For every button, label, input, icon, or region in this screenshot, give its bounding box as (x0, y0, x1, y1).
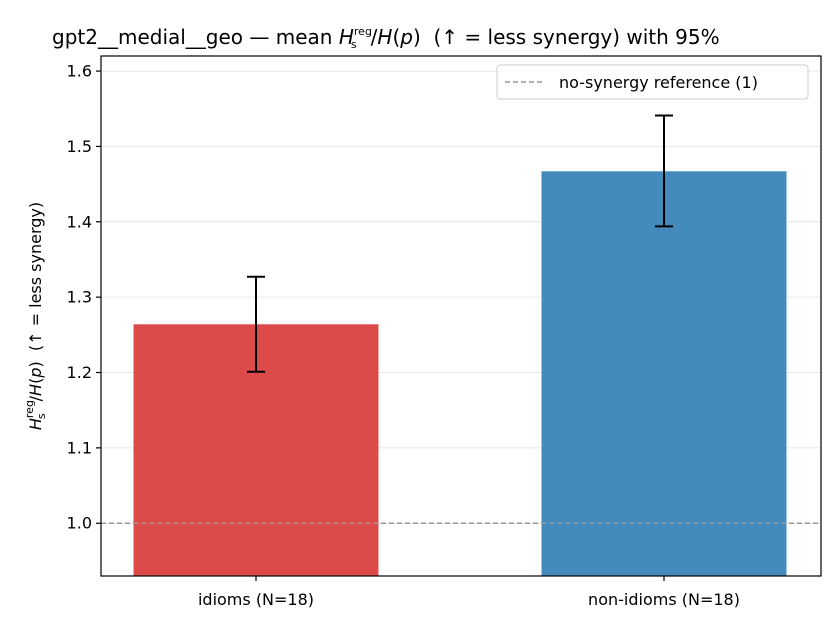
y-tick-label: 1.1 (67, 438, 92, 457)
bar (541, 171, 787, 576)
x-tick-label: idioms (N=18) (198, 590, 314, 609)
y-tick-label: 1.3 (67, 288, 92, 307)
y-tick-label: 1.0 (67, 514, 92, 533)
bars (133, 171, 787, 576)
legend: no-synergy reference (1) (496, 64, 809, 100)
y-tick-label: 1.2 (67, 363, 92, 382)
y-tick-label: 1.6 (67, 62, 92, 81)
x-tick-label: non-idioms (N=18) (588, 590, 740, 609)
plot-frame (100, 55, 822, 577)
y-tick-label: 1.5 (67, 137, 92, 156)
legend-label: no-synergy reference (1) (559, 73, 758, 92)
y-axis-ticks: 1.0 1.1 1.2 1.3 1.4 1.5 1.6 (67, 62, 101, 533)
x-axis-ticks: idioms (N=18) non-idioms (N=18) (198, 576, 740, 609)
y-tick-label: 1.4 (67, 212, 92, 231)
error-bars (247, 114, 673, 373)
chart-title: gpt2__medial__geo — mean Hreg s/H(p) (↑ =… (52, 25, 720, 51)
legend-box (496, 64, 809, 100)
y-axis-label: Hregs/H(p) (↑ = less synergy) (23, 202, 48, 430)
